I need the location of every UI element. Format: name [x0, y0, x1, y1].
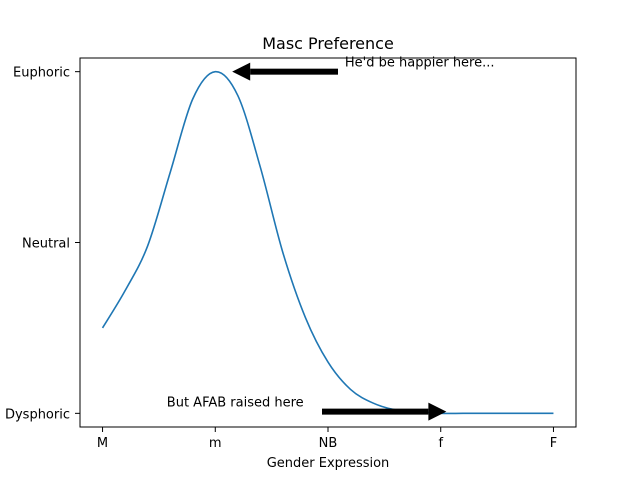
y-tick-label: Dysphoric — [5, 407, 70, 422]
annotation-label: He'd be happier here... — [345, 56, 495, 71]
annotation-label: But AFAB raised here — [167, 396, 304, 411]
annotation-arrow-head — [232, 62, 251, 81]
plot-frame — [79, 57, 577, 428]
plot-area — [101, 70, 554, 415]
annotation-arrow-shaft — [322, 408, 429, 415]
y-tick-label: Euphoric — [13, 66, 70, 81]
x-tick-label: m — [209, 436, 222, 451]
y-tick-label: Neutral — [22, 237, 70, 252]
x-axis-label: Gender Expression — [267, 456, 390, 471]
series-line — [101, 70, 554, 415]
chart-title: Masc Preference — [262, 34, 394, 53]
annotation-arrow-shaft — [250, 68, 338, 75]
x-tick-label: NB — [319, 436, 338, 451]
annotation-arrow-head — [428, 402, 447, 421]
x-tick-label: F — [550, 436, 557, 451]
x-tick-label: M — [97, 436, 108, 451]
x-tick-label: f — [438, 436, 443, 451]
